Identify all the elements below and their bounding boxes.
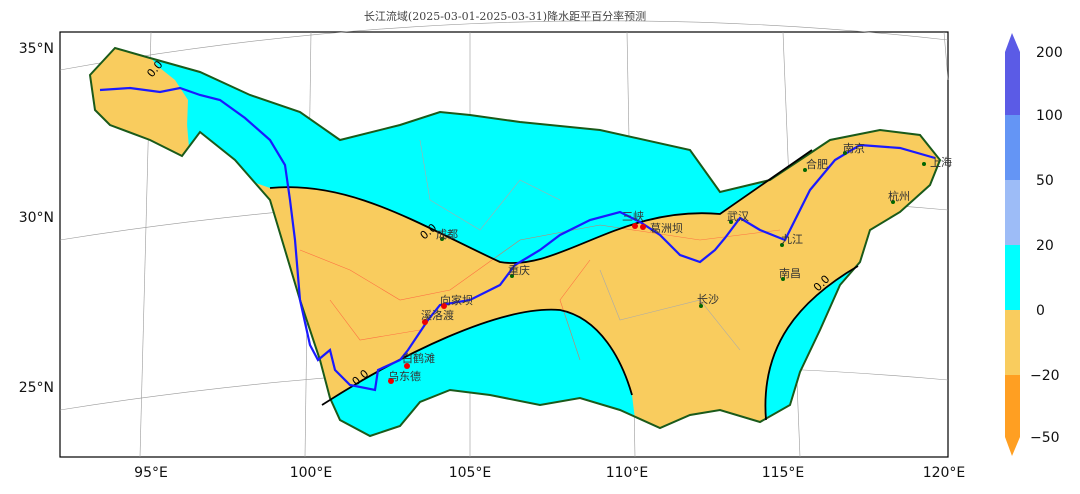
city-baihetan: 白鹤滩 [402,351,435,369]
svg-text:50: 50 [1036,173,1054,189]
svg-text:95°E: 95°E [134,465,168,481]
city-nanchang: 南昌 [779,267,801,281]
svg-text:200: 200 [1036,45,1063,61]
svg-text:合肥: 合肥 [806,157,828,171]
svg-text:重庆: 重庆 [508,263,530,277]
svg-text:35°N: 35°N [19,41,54,57]
city-chengdu: 成都 [436,228,458,241]
svg-text:乌东德: 乌东德 [388,369,421,383]
colorbar: 200 100 50 20 0 −20 −50 [1005,33,1063,456]
svg-text:武汉: 武汉 [727,210,749,223]
city-sanxia: 三峡 [622,209,644,229]
city-shanghai: 上海 [922,155,952,169]
city-nanjing: 南京 [843,141,865,155]
svg-text:杭州: 杭州 [888,189,910,203]
svg-text:0: 0 [1036,303,1045,319]
city-wudongde: 乌东德 [388,369,421,384]
svg-text:溪洛渡: 溪洛渡 [421,308,454,322]
svg-text:100: 100 [1036,108,1063,124]
svg-text:长沙: 长沙 [697,293,719,306]
map-title: 长江流域(2025-03-01-2025-03-31)降水距平百分率预测 [363,10,647,23]
svg-text:−20: −20 [1030,368,1060,384]
city-changsha: 长沙 [697,293,719,308]
svg-text:30°N: 30°N [19,210,54,226]
lat-tick-labels: 35°N 30°N 25°N [19,41,54,396]
yangtze-river [99,86,936,392]
city-jiujiang: 九江 [780,233,803,247]
svg-text:115°E: 115°E [762,465,805,481]
svg-text:南京: 南京 [843,141,865,155]
city-hangzhou: 杭州 [888,189,910,204]
city-gezhouba: 葛洲坝 [640,221,683,235]
svg-text:−50: −50 [1030,430,1060,446]
svg-text:110°E: 110°E [606,465,649,481]
svg-text:成都: 成都 [436,228,458,241]
city-xiangjiaba: 向家坝 [440,293,473,309]
svg-text:九江: 九江 [781,233,803,246]
lon-tick-labels: 95°E 100°E 105°E 110°E 115°E 120°E [134,465,965,481]
city-wuhan: 武汉 [727,210,749,224]
svg-text:120°E: 120°E [923,465,966,481]
city-hefei: 合肥 [803,157,828,172]
svg-text:100°E: 100°E [290,465,333,481]
city-chongqing: 重庆 [508,263,530,278]
svg-text:向家坝: 向家坝 [440,293,473,307]
svg-text:葛洲坝: 葛洲坝 [650,221,683,235]
svg-text:白鹤滩: 白鹤滩 [402,351,435,365]
city-markers: 成都 重庆 三峡 葛洲坝 武汉 九江 南京 合肥 上海 杭州 南昌 长沙 向家坝… [388,141,952,384]
svg-text:20: 20 [1036,238,1054,254]
svg-text:三峡: 三峡 [622,209,644,223]
svg-text:25°N: 25°N [19,380,54,396]
svg-text:105°E: 105°E [449,465,492,481]
svg-text:上海: 上海 [930,155,952,169]
svg-text:南昌: 南昌 [779,267,801,280]
city-xiluodu: 溪洛渡 [421,308,454,325]
